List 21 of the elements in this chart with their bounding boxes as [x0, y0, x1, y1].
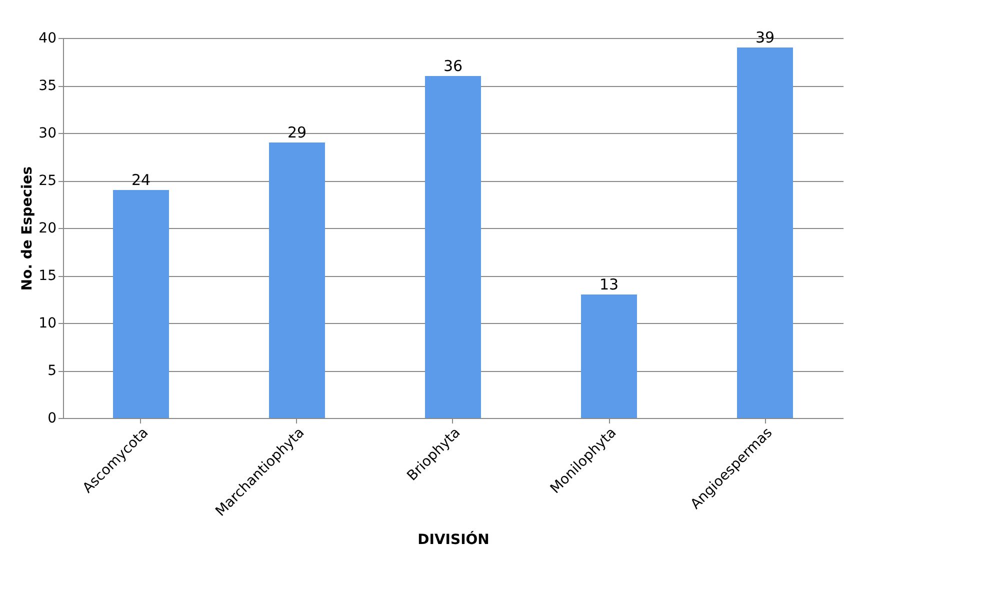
bar — [425, 76, 481, 418]
bar — [737, 48, 793, 418]
y-tick-label: 5 — [48, 363, 56, 379]
y-tick-label: 20 — [38, 220, 56, 236]
data-label: 39 — [755, 28, 775, 46]
y-tick-label: 0 — [48, 410, 56, 426]
x-axis-title: DIVISIÓN — [418, 530, 490, 548]
data-label: 13 — [599, 276, 619, 294]
y-tick-label: 40 — [38, 30, 56, 46]
data-label: 24 — [131, 171, 151, 189]
bar — [113, 190, 169, 418]
bar — [269, 142, 325, 418]
data-label: 29 — [287, 124, 307, 142]
y-tick-label: 25 — [38, 173, 56, 189]
y-tick-label: 10 — [38, 316, 56, 332]
y-tick-label: 35 — [38, 78, 56, 94]
y-tick-label: 15 — [38, 268, 56, 284]
data-label: 36 — [443, 57, 463, 75]
bar — [581, 294, 637, 418]
y-axis-title: No. de Especies — [20, 166, 36, 291]
y-tick-label: 30 — [38, 126, 56, 142]
